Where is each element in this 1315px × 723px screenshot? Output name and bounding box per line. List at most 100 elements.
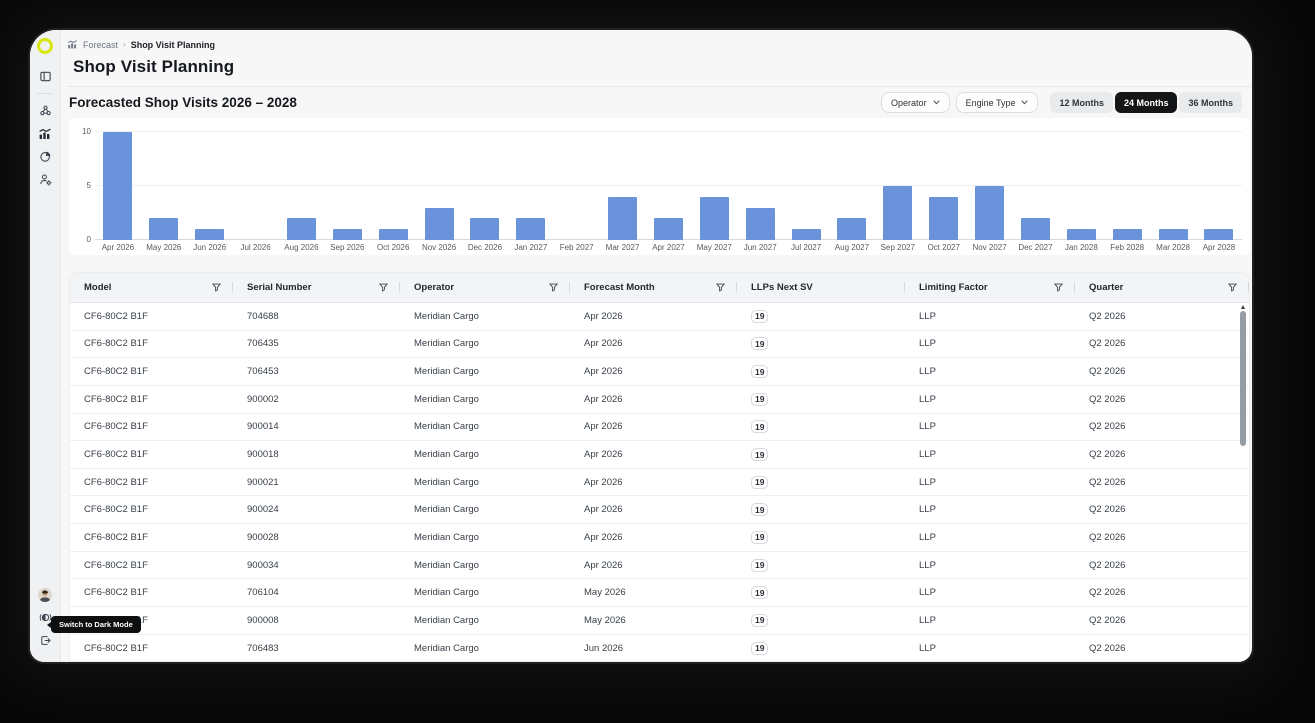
filter-icon-operator[interactable] [549, 283, 558, 292]
cell-limiting-factor: LLP [919, 476, 936, 488]
cell-limiting-factor: LLP [919, 338, 936, 350]
column-header-serial-number[interactable]: Serial Number [233, 273, 400, 302]
chevron-down-icon [933, 100, 940, 105]
chart-bar-group: Nov 2027 [967, 124, 1013, 253]
bar-apr-2027 [653, 218, 683, 240]
cell-forecast-month: Apr 2026 [584, 504, 623, 516]
chart-bars: Apr 2026 May 2026 Jun 2026 Jul 2026 Aug 2026… [95, 124, 1242, 253]
column-header-operator[interactable]: Operator [400, 273, 570, 302]
table-row[interactable]: CF6-80C2 B1F 900014 Meridian Cargo Apr 2026… [70, 413, 1249, 442]
analytics-pie-icon[interactable] [38, 150, 52, 164]
x-tick-label: May 2026 [146, 243, 182, 252]
cell-quarter: Q2 2026 [1089, 642, 1126, 654]
user-settings-icon[interactable] [38, 173, 52, 187]
engine-type-filter-dropdown[interactable]: Engine Type [955, 92, 1039, 113]
llps-badge: 19 [751, 558, 769, 572]
column-header-llps-next-sv[interactable]: LLPs Next SV [737, 273, 905, 302]
filter-icon-forecast-month[interactable] [716, 283, 725, 292]
bar-apr-2026 [103, 132, 133, 240]
cell-llps-next-sv: 19 [737, 365, 905, 379]
cell-quarter: Q2 2026 [1089, 310, 1126, 322]
bar-dec-2027 [1020, 218, 1050, 240]
cell-limiting-factor: LLP [919, 587, 936, 599]
table-row[interactable]: CF6-80C2 B1F 706453 Meridian Cargo Apr 2026… [70, 358, 1249, 386]
scrollbar-up-arrow[interactable] [1241, 305, 1245, 309]
operator-filter-dropdown[interactable]: Operator [881, 92, 950, 113]
breadcrumb-section[interactable]: Forecast [83, 39, 119, 50]
llps-badge: 19 [751, 365, 769, 379]
range-option-36-months[interactable]: 36 Months [1179, 92, 1242, 113]
cell-forecast-month: Jun 2026 [584, 642, 624, 654]
table-row[interactable]: CF6-80C2 B1F 704688 Meridian Cargo Apr 2026… [70, 303, 1249, 331]
chart-bar-group: Jun 2027 [737, 124, 783, 253]
chart-bar-group: Feb 2028 [1104, 124, 1150, 253]
cell-model: CF6-80C2 B1F [84, 449, 148, 461]
bar-jun-2026 [195, 229, 225, 240]
breadcrumb-current-page: Shop Visit Planning [130, 39, 216, 50]
column-header-model[interactable]: Model [70, 273, 233, 302]
chart-bar-group: Sep 2027 [875, 124, 921, 253]
cell-operator: Meridian Cargo [414, 614, 479, 626]
x-tick-label: Dec 2026 [467, 243, 503, 252]
chart-bar-group: Sep 2026 [324, 124, 370, 253]
chart-bar-group: Apr 2026 [95, 124, 141, 253]
column-header-quarter[interactable]: Quarter [1075, 273, 1249, 302]
bar-jan-2027 [516, 218, 546, 240]
table-row[interactable]: CF6-80C2 B1F 900021 Meridian Cargo Apr 2026… [70, 468, 1249, 497]
cell-serial-number: 900008 [247, 614, 279, 626]
table-header-row: Model Serial Number Operator Forecast Month… [70, 273, 1249, 303]
scrollbar-thumb[interactable] [1240, 311, 1246, 446]
avatar[interactable] [38, 588, 52, 602]
cell-model: CF6-80C2 B1F [84, 531, 148, 543]
bar-jan-2028 [1066, 229, 1096, 240]
cell-quarter: Q2 2026 [1089, 421, 1126, 433]
table-row[interactable]: CF6-80C2 B1F 900028 Meridian Cargo Apr 2026… [70, 524, 1249, 552]
bar-nov-2026 [424, 207, 454, 240]
cell-serial-number: 704688 [247, 310, 279, 322]
column-header-limiting-factor[interactable]: Limiting Factor [905, 273, 1075, 302]
filter-icon-limiting-factor[interactable] [1054, 283, 1063, 292]
column-header-forecast-month[interactable]: Forecast Month [570, 273, 737, 302]
filter-icon-serial-number[interactable] [379, 283, 388, 292]
x-tick-label: May 2027 [696, 243, 732, 252]
chart-bar-group: Nov 2026 [416, 124, 462, 253]
range-option-12-months[interactable]: 12 Months [1050, 92, 1113, 113]
table-row[interactable]: CF6-80C2 B1F 900002 Meridian Cargo Apr 2026… [70, 385, 1249, 414]
filter-icon-model[interactable] [212, 283, 221, 292]
brand-logo [37, 38, 53, 54]
range-option-24-months[interactable]: 24 Months [1114, 92, 1178, 113]
table-row[interactable]: CF6-80C2 B1F 900018 Meridian Cargo Apr 2026… [70, 441, 1249, 469]
table-row[interactable]: CF6-80C2 B1F 706435 Meridian Cargo Apr 2026… [70, 330, 1249, 359]
cell-model: CF6-80C2 B1F [84, 393, 148, 405]
cell-operator: Meridian Cargo [414, 504, 479, 516]
llps-badge: 19 [751, 337, 769, 351]
panel-toggle-icon[interactable] [38, 70, 52, 84]
table-row[interactable]: CF6-80C2 B1F 900034 Meridian Cargo Apr 2026… [70, 551, 1249, 580]
table-row[interactable]: CF6-80C2 B1F 900024 Meridian Cargo Apr 2026… [70, 496, 1249, 525]
chart-gridline [95, 185, 1242, 186]
cell-forecast-month: Apr 2026 [584, 393, 623, 405]
filter-icon-quarter[interactable] [1228, 283, 1237, 292]
table-row[interactable]: CF6-80C2 B1F 706104 Meridian Cargo May 2026… [70, 579, 1249, 608]
chart-bar-group: Jan 2027 [508, 124, 554, 253]
x-tick-label: Jan 2027 [514, 243, 548, 252]
bar-apr-2028 [1204, 229, 1234, 240]
section-header: Forecasted Shop Visits 2026 – 2028 Opera… [61, 87, 1252, 118]
cell-forecast-month: Apr 2026 [584, 338, 623, 350]
cell-quarter: Q2 2026 [1089, 614, 1126, 626]
x-tick-label: Jul 2027 [790, 243, 822, 252]
table-scrollbar[interactable] [1239, 305, 1248, 660]
x-tick-label: Oct 2027 [927, 243, 960, 252]
fleet-network-icon[interactable] [38, 104, 52, 118]
llps-badge: 19 [751, 641, 769, 655]
cell-llps-next-sv: 19 [737, 530, 905, 544]
chart-bar-group: Mar 2028 [1150, 124, 1196, 253]
chart-bar-group: Apr 2028 [1196, 124, 1242, 253]
llps-badge: 19 [751, 475, 769, 489]
forecast-chart-icon[interactable] [38, 127, 52, 141]
llps-badge: 19 [751, 613, 769, 627]
cell-operator: Meridian Cargo [414, 310, 479, 322]
logout-icon[interactable] [38, 634, 52, 648]
table-row[interactable]: CF6-80C2 B1F 706483 Meridian Cargo Jun 2026… [70, 634, 1249, 662]
